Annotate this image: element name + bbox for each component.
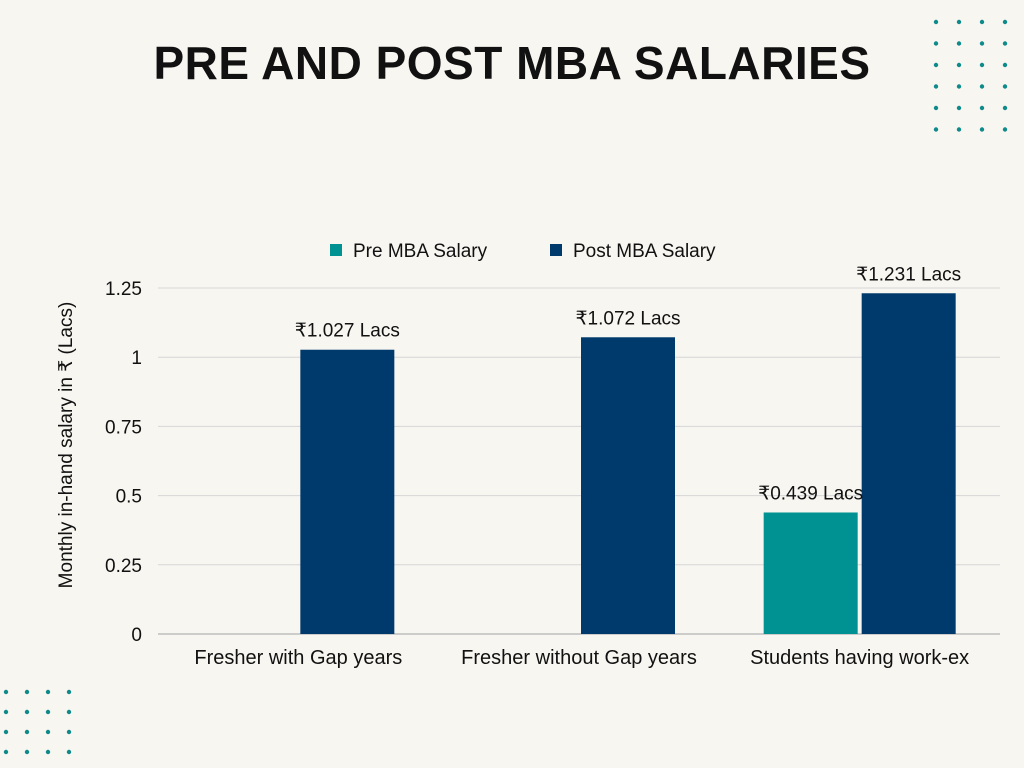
decorative-dot xyxy=(1002,105,1008,111)
x-tick-labels: Fresher with Gap years Fresher without Ga… xyxy=(194,647,969,669)
pre-mba-bar xyxy=(763,512,858,634)
data-label: ₹1.231 Lacs xyxy=(856,264,961,285)
decorative-dot xyxy=(933,127,939,132)
y-axis-title: Monthly in-hand salary in ₹ (Lacs) xyxy=(56,302,77,589)
decorative-dot xyxy=(956,84,962,89)
decorative-dot xyxy=(979,19,985,25)
y-tick-label: 0.75 xyxy=(105,417,142,438)
decorative-dot xyxy=(956,41,962,46)
decorative-dot xyxy=(933,41,939,46)
legend: Pre MBA Salary Post MBA Salary xyxy=(330,241,716,262)
y-tick-label: 1.25 xyxy=(105,279,142,300)
legend-label-post: Post MBA Salary xyxy=(573,241,716,262)
decorative-dot xyxy=(933,19,939,25)
decorative-dot xyxy=(956,19,962,25)
decorative-dot xyxy=(45,729,51,735)
decorative-dot xyxy=(1002,127,1008,132)
x-tick-label: Students having work-ex xyxy=(750,647,969,669)
decorative-dot xyxy=(956,62,962,68)
decorative-dot xyxy=(3,749,9,755)
decorative-dot xyxy=(24,709,30,715)
y-tick-label: 1 xyxy=(131,348,142,369)
decorative-dot xyxy=(3,729,9,735)
data-label: ₹1.027 Lacs xyxy=(295,321,400,342)
y-tick-label: 0.25 xyxy=(105,556,142,577)
decorative-dot xyxy=(45,749,51,755)
decorative-dot xyxy=(933,62,939,68)
decorative-dot xyxy=(956,127,962,132)
data-label: ₹0.439 Lacs xyxy=(758,483,863,504)
chart-title: PRE AND POST MBA SALARIES xyxy=(153,37,871,89)
y-tick-label: 0.5 xyxy=(116,487,142,508)
gridlines xyxy=(158,287,1000,635)
dot-pattern-bottom-left xyxy=(3,689,72,755)
post-mba-bar xyxy=(581,337,675,634)
decorative-dot xyxy=(1002,84,1008,89)
decorative-dot xyxy=(933,105,939,111)
decorative-dot xyxy=(3,689,9,695)
decorative-dot xyxy=(979,127,985,132)
post-mba-bar xyxy=(300,349,395,634)
decorative-dot xyxy=(3,709,9,715)
post-mba-bar xyxy=(861,293,956,634)
decorative-dot xyxy=(956,105,962,111)
decorative-dot xyxy=(1002,41,1008,46)
x-tick-label: Fresher without Gap years xyxy=(461,647,697,669)
legend-swatch-post xyxy=(550,244,562,256)
y-tick-label: 0 xyxy=(131,625,142,646)
decorative-dot xyxy=(66,709,72,715)
decorative-dot xyxy=(24,689,30,695)
data-label: ₹1.072 Lacs xyxy=(575,308,680,329)
decorative-dot xyxy=(979,105,985,111)
decorative-dot xyxy=(979,41,985,46)
decorative-dot xyxy=(45,689,51,695)
decorative-dot xyxy=(24,729,30,735)
x-tick-label: Fresher with Gap years xyxy=(194,647,402,669)
decorative-dot xyxy=(1002,19,1008,25)
y-tick-labels: 0 0.25 0.5 0.75 1 1.25 xyxy=(105,279,142,646)
decorative-dot xyxy=(933,84,939,89)
decorative-dot xyxy=(66,729,72,735)
bars xyxy=(300,293,956,634)
decorative-dot xyxy=(979,62,985,68)
decorative-dot xyxy=(1002,62,1008,68)
data-labels: ₹1.027 Lacs ₹1.072 Lacs ₹0.439 Lacs ₹1.231 … xyxy=(295,264,961,504)
decorative-dot xyxy=(979,84,985,89)
legend-swatch-pre xyxy=(330,244,342,256)
decorative-dot xyxy=(45,709,51,715)
decorative-dot xyxy=(66,749,72,755)
decorative-dot xyxy=(66,689,72,695)
dot-pattern-top-right xyxy=(933,19,1008,132)
legend-label-pre: Pre MBA Salary xyxy=(353,241,488,262)
decorative-dot xyxy=(24,749,30,755)
